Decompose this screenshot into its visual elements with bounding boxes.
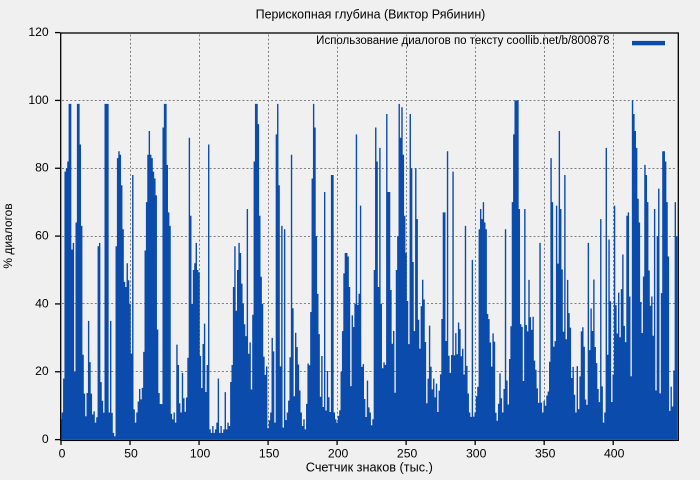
svg-text:100: 100 [190, 446, 211, 460]
svg-text:100: 100 [28, 93, 49, 107]
svg-text:20: 20 [35, 364, 49, 378]
svg-text:200: 200 [328, 446, 349, 460]
svg-text:0: 0 [42, 432, 49, 446]
svg-text:0: 0 [59, 446, 66, 460]
svg-text:300: 300 [466, 446, 487, 460]
svg-text:40: 40 [35, 296, 49, 310]
svg-text:120: 120 [28, 25, 49, 39]
svg-text:Перископная глубина (Виктор Ря: Перископная глубина (Виктор Рябинин) [256, 7, 486, 21]
svg-text:50: 50 [124, 446, 138, 460]
svg-text:Использование диалогов по текс: Использование диалогов по тексту coollib… [316, 35, 609, 47]
svg-text:Счетчик знаков (тыс.): Счетчик знаков (тыс.) [306, 460, 433, 474]
svg-text:60: 60 [35, 229, 49, 243]
svg-text:400: 400 [604, 446, 625, 460]
svg-text:% диалогов: % диалогов [1, 203, 15, 268]
svg-text:250: 250 [397, 446, 418, 460]
svg-text:80: 80 [35, 161, 49, 175]
svg-text:150: 150 [259, 446, 280, 460]
svg-text:350: 350 [535, 446, 556, 460]
